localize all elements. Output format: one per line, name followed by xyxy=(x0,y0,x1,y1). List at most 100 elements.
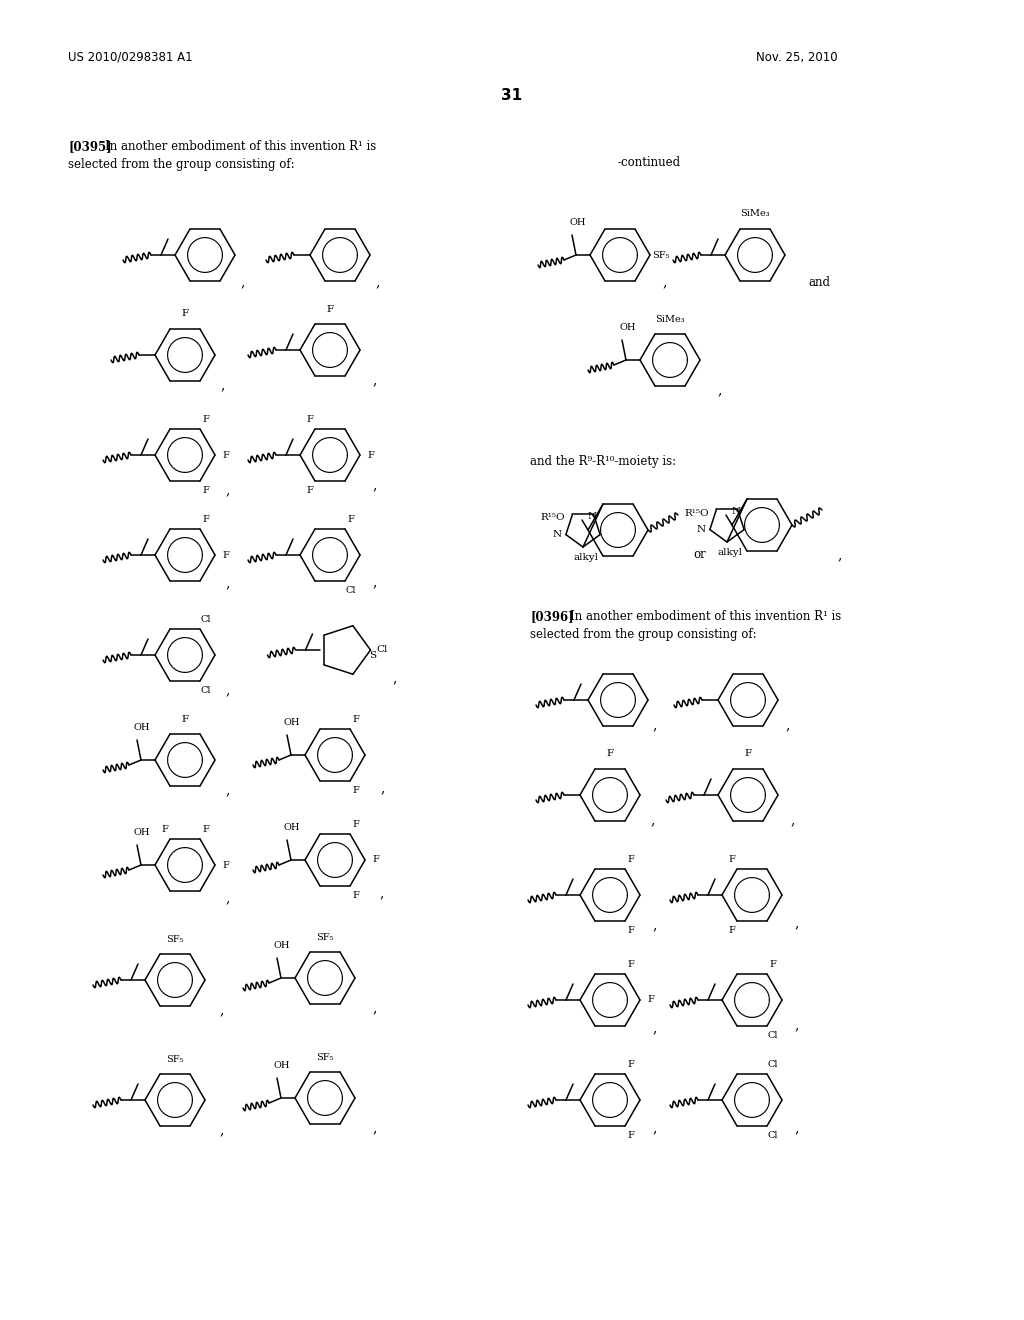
Text: F: F xyxy=(728,855,735,865)
Text: F: F xyxy=(352,715,359,723)
Text: ,: , xyxy=(226,483,230,498)
Text: selected from the group consisting of:: selected from the group consisting of: xyxy=(68,158,295,172)
Text: F: F xyxy=(202,414,209,424)
Text: SiMe₃: SiMe₃ xyxy=(740,210,770,219)
Text: In another embodiment of this invention R¹ is: In another embodiment of this invention … xyxy=(570,610,842,623)
Text: OH: OH xyxy=(569,218,586,227)
Text: [0395]: [0395] xyxy=(68,140,112,153)
Text: ,: , xyxy=(653,718,657,733)
Text: F: F xyxy=(627,1131,634,1140)
Text: ,: , xyxy=(795,916,799,931)
Text: ,: , xyxy=(795,1121,799,1135)
Text: F: F xyxy=(222,450,229,459)
Text: ,: , xyxy=(241,275,245,289)
Text: ,: , xyxy=(373,374,377,387)
Text: F: F xyxy=(627,960,634,969)
Text: ,: , xyxy=(795,1018,799,1032)
Text: Nov. 25, 2010: Nov. 25, 2010 xyxy=(756,50,838,63)
Text: F: F xyxy=(769,960,776,969)
Text: SF₅: SF₅ xyxy=(166,1055,183,1064)
Text: ,: , xyxy=(838,548,842,562)
Text: ,: , xyxy=(221,378,225,392)
Text: ,: , xyxy=(373,1001,377,1015)
Text: ,: , xyxy=(718,383,722,397)
Text: N: N xyxy=(731,507,740,516)
Text: F: F xyxy=(627,855,634,865)
Text: R¹⁵O: R¹⁵O xyxy=(684,508,709,517)
Text: ,: , xyxy=(393,671,397,685)
Text: ,: , xyxy=(373,478,377,492)
Text: ,: , xyxy=(380,886,384,900)
Text: F: F xyxy=(327,305,334,314)
Text: ,: , xyxy=(226,891,230,906)
Text: F: F xyxy=(306,414,313,424)
Text: R¹⁵O: R¹⁵O xyxy=(541,513,565,523)
Text: US 2010/0298381 A1: US 2010/0298381 A1 xyxy=(68,50,193,63)
Text: SF₅: SF₅ xyxy=(652,251,670,260)
Text: ,: , xyxy=(226,682,230,697)
Text: F: F xyxy=(181,714,188,723)
Text: N: N xyxy=(587,512,596,521)
Text: F: F xyxy=(647,995,654,1005)
Text: ,: , xyxy=(651,813,655,828)
Text: OH: OH xyxy=(274,941,291,950)
Text: -continued: -continued xyxy=(618,157,681,169)
Text: ,: , xyxy=(220,1003,224,1016)
Text: and the R⁹-R¹⁰-moiety is:: and the R⁹-R¹⁰-moiety is: xyxy=(530,455,676,469)
Text: and: and xyxy=(808,276,830,289)
Text: F: F xyxy=(202,825,209,834)
Text: ,: , xyxy=(653,1121,657,1135)
Text: ,: , xyxy=(791,813,796,828)
Text: ,: , xyxy=(226,576,230,590)
Text: OH: OH xyxy=(618,323,636,333)
Text: or: or xyxy=(693,549,707,561)
Text: OH: OH xyxy=(134,828,151,837)
Text: ,: , xyxy=(373,1121,377,1135)
Text: SiMe₃: SiMe₃ xyxy=(655,314,685,323)
Text: Cl: Cl xyxy=(767,1131,778,1140)
Text: F: F xyxy=(181,309,188,318)
Text: F: F xyxy=(373,855,380,865)
Text: N: N xyxy=(553,531,562,539)
Text: alkyl: alkyl xyxy=(718,548,743,557)
Text: F: F xyxy=(222,550,229,560)
Text: OH: OH xyxy=(284,822,300,832)
Text: alkyl: alkyl xyxy=(574,553,599,561)
Text: Cl: Cl xyxy=(201,615,211,624)
Text: ,: , xyxy=(653,917,657,932)
Text: ,: , xyxy=(376,275,380,289)
Text: ,: , xyxy=(381,781,385,795)
Text: ,: , xyxy=(785,718,791,733)
Text: SF₅: SF₅ xyxy=(316,1052,334,1061)
Text: F: F xyxy=(627,1060,634,1069)
Text: ,: , xyxy=(663,275,668,289)
Text: ,: , xyxy=(220,1123,224,1137)
Text: S: S xyxy=(370,651,377,660)
Text: F: F xyxy=(202,486,209,495)
Text: In another embodiment of this invention R¹ is: In another embodiment of this invention … xyxy=(105,140,376,153)
Text: F: F xyxy=(744,750,752,759)
Text: ,: , xyxy=(373,576,377,589)
Text: F: F xyxy=(222,861,229,870)
Text: OH: OH xyxy=(134,723,151,733)
Text: F: F xyxy=(352,785,359,795)
Text: 31: 31 xyxy=(502,87,522,103)
Text: F: F xyxy=(347,515,354,524)
Text: SF₅: SF₅ xyxy=(166,935,183,944)
Text: Cl: Cl xyxy=(345,586,355,595)
Text: F: F xyxy=(352,820,359,829)
Text: F: F xyxy=(202,515,209,524)
Text: F: F xyxy=(627,927,634,935)
Text: F: F xyxy=(352,891,359,900)
Text: selected from the group consisting of:: selected from the group consisting of: xyxy=(530,628,757,642)
Text: Cl: Cl xyxy=(767,1060,778,1069)
Text: F: F xyxy=(728,927,735,935)
Text: ,: , xyxy=(226,783,230,797)
Text: Cl: Cl xyxy=(767,1031,778,1040)
Text: F: F xyxy=(161,825,168,834)
Text: F: F xyxy=(606,750,613,759)
Text: [0396]: [0396] xyxy=(530,610,573,623)
Text: Cl: Cl xyxy=(377,645,388,655)
Text: OH: OH xyxy=(274,1061,291,1071)
Text: F: F xyxy=(306,486,313,495)
